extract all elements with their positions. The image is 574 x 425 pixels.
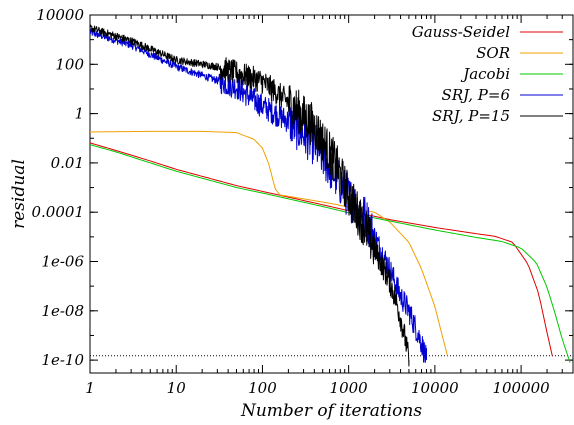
legend-label: Gauss-Seidel [412,23,510,41]
plot-frame [89,14,574,374]
series-layer [90,24,571,367]
legend-label: Jacobi [460,65,510,83]
series-line [90,142,553,356]
y-tick-label: 1 [74,105,84,123]
x-tick-label: 100 [248,379,277,397]
y-tick-label: 0.01 [51,154,84,172]
x-tick-label: 10 [167,379,187,397]
legend-label: SRJ, P=15 [432,107,510,125]
y-axis-label: residual [9,159,29,229]
legend: Gauss-Seidel SOR Jacobi SRJ, P=6 SRJ, P=15 [412,23,563,125]
series-line [90,130,448,356]
series-line [90,24,410,367]
y-tick-label: 0.0001 [32,203,85,221]
legend-label: SOR [476,44,510,62]
x-tick-label: 1 [85,379,95,397]
series-line [90,28,428,363]
series-line [90,144,571,363]
y-tick-label: 10000 [36,6,84,24]
y-tick-label: 100 [55,55,84,73]
y-tick-label: 1e-10 [41,351,84,369]
x-tick-label: 10000 [411,379,459,397]
x-tick-label: 1000 [330,379,369,397]
y-tick-label: 1e-08 [41,302,84,320]
y-tick-label: 1e-06 [41,253,84,271]
x-axis-label: Number of iterations [240,401,422,421]
x-tick-label: 100000 [492,379,550,397]
legend-label: SRJ, P=6 [442,86,511,104]
